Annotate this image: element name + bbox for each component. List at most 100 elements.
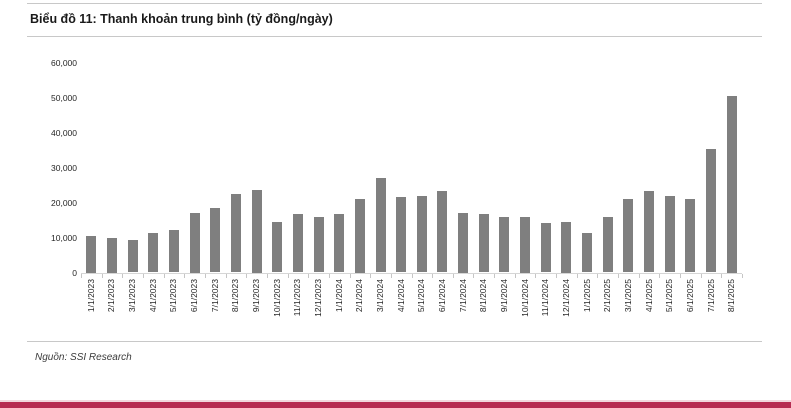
x-axis-category-label: 10/1/2024: [519, 278, 530, 317]
bar-2/1/2024: [354, 199, 365, 273]
bar-10/1/2023: [272, 222, 283, 273]
bar-1/1/2024: [334, 214, 345, 273]
x-axis-category-label: 3/1/2023: [127, 278, 138, 312]
y-axis-tick-label: 0: [72, 267, 77, 278]
x-axis-tick: [390, 273, 392, 278]
x-axis-tick: [225, 273, 227, 278]
x-axis-tick: [638, 273, 640, 278]
bar-10/1/2024: [520, 216, 531, 273]
bar-7/1/2025: [706, 148, 717, 273]
x-axis-tick: [204, 273, 206, 278]
bar-12/1/2023: [313, 216, 324, 273]
x-axis-tick: [101, 273, 103, 278]
x-axis-tick: [349, 273, 351, 278]
x-axis-category-label: 10/1/2023: [271, 278, 282, 317]
bar-11/1/2024: [540, 222, 551, 273]
bar-12/1/2024: [561, 221, 572, 273]
x-axis-tick: [81, 273, 82, 278]
x-axis-tick: [370, 273, 372, 278]
y-axis-tick-label: 40,000: [51, 127, 77, 138]
x-axis-category-label: 1/1/2023: [85, 278, 96, 312]
bar-1/1/2023: [86, 235, 97, 273]
bar-5/1/2024: [416, 195, 427, 273]
x-axis-category-label: 6/1/2025: [684, 278, 695, 312]
x-axis-category-label: 3/1/2024: [375, 278, 386, 312]
x-axis-category-label: 2/1/2025: [602, 278, 613, 312]
y-axis-tick-label: 30,000: [51, 162, 77, 173]
x-axis-tick: [287, 273, 289, 278]
bar-7/1/2024: [458, 213, 469, 273]
x-axis-category-label: 9/1/2023: [251, 278, 262, 312]
x-axis-tick: [328, 273, 330, 278]
x-axis-tick: [142, 273, 144, 278]
bar-2/1/2023: [106, 237, 117, 273]
bar-8/1/2023: [230, 194, 241, 273]
y-axis-tick-label: 20,000: [51, 197, 77, 208]
x-axis-category-label: 6/1/2024: [436, 278, 447, 312]
bar-11/1/2023: [292, 213, 303, 273]
x-axis-category-label: 1/1/2025: [581, 278, 592, 312]
x-axis-category-label: 2/1/2023: [106, 278, 117, 312]
y-axis-tick-label: 50,000: [51, 92, 77, 103]
x-axis-tick: [556, 273, 558, 278]
bar-4/1/2024: [396, 196, 407, 273]
x-axis-category-label: 12/1/2023: [313, 278, 324, 317]
x-axis-tick: [576, 273, 578, 278]
x-axis-category-label: 3/1/2025: [622, 278, 633, 312]
x-axis-tick: [452, 273, 454, 278]
x-axis-tick: [266, 273, 268, 278]
x-axis-category-label: 8/1/2023: [230, 278, 241, 312]
x-axis-category-label: 8/1/2024: [478, 278, 489, 312]
bar-6/1/2023: [189, 213, 200, 273]
x-axis-category-label: 6/1/2023: [189, 278, 200, 312]
bar-8/1/2024: [478, 214, 489, 273]
x-axis-category-label: 7/1/2023: [209, 278, 220, 312]
bar-3/1/2024: [375, 178, 386, 273]
x-axis-tick: [122, 273, 124, 278]
y-axis-tick-label: 60,000: [51, 57, 77, 68]
x-axis-category-label: 7/1/2025: [705, 278, 716, 312]
x-axis-tick: [535, 273, 537, 278]
liquidity-bar-chart: 0 10,000 20,000 30,000 40,000 50,000 60,000 1/1…: [0, 40, 791, 340]
bottom-accent-bar: [0, 402, 791, 408]
source-note: Nguồn: SSI Research: [35, 352, 132, 363]
x-axis-tick: [432, 273, 434, 278]
bar-2/1/2025: [602, 216, 613, 273]
x-axis-tick: [597, 273, 599, 278]
x-axis-category-label: 4/1/2025: [643, 278, 654, 312]
bar-3/1/2023: [127, 240, 138, 273]
x-axis-category-label: 7/1/2024: [457, 278, 468, 312]
bar-5/1/2025: [664, 196, 675, 273]
x-axis-tick: [514, 273, 516, 278]
x-axis-tick: [742, 273, 743, 278]
y-axis-tick-label: 10,000: [51, 232, 77, 243]
x-axis-tick: [184, 273, 186, 278]
x-axis-line: [81, 272, 742, 274]
x-axis-tick: [411, 273, 413, 278]
bar-6/1/2025: [685, 198, 696, 273]
x-axis-category-label: 1/1/2024: [333, 278, 344, 312]
x-axis-tick: [473, 273, 475, 278]
bar-3/1/2025: [623, 199, 634, 273]
page-title: Biểu đồ 11: Thanh khoản trung bình (tỷ đ…: [30, 12, 333, 26]
x-axis-tick: [246, 273, 248, 278]
bar-9/1/2023: [251, 190, 262, 273]
x-axis-category-label: 4/1/2023: [147, 278, 158, 312]
accent-pink-line: [0, 400, 791, 402]
x-axis-tick: [308, 273, 310, 278]
bar-6/1/2024: [437, 190, 448, 273]
x-axis-tick: [680, 273, 682, 278]
x-axis-tick: [494, 273, 496, 278]
bar-4/1/2023: [148, 232, 159, 273]
bar-4/1/2025: [644, 190, 655, 273]
bar-7/1/2023: [210, 208, 221, 273]
x-axis-category-label: 11/1/2024: [540, 278, 551, 316]
x-axis-tick: [721, 273, 723, 278]
bar-5/1/2023: [168, 229, 179, 273]
x-axis-category-label: 12/1/2024: [560, 278, 571, 317]
x-axis-tick: [163, 273, 165, 278]
bar-1/1/2025: [582, 232, 593, 273]
x-axis-category-label: 2/1/2024: [354, 278, 365, 312]
x-axis-category-label: 8/1/2025: [726, 278, 737, 312]
x-axis-category-label: 5/1/2025: [664, 278, 675, 312]
